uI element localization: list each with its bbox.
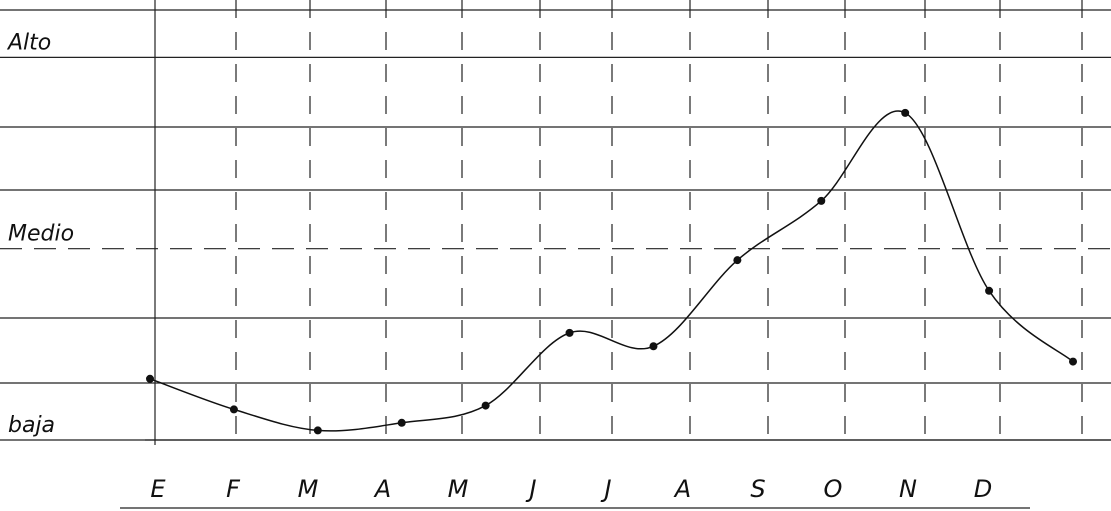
point xyxy=(482,402,490,410)
chart: baja Medio Alto E F M A M J J A S O N D xyxy=(0,0,1111,511)
x-tick-label: A xyxy=(673,475,691,503)
x-tick-label: F xyxy=(226,475,241,503)
point xyxy=(566,329,574,337)
x-tick-label: M xyxy=(448,475,469,503)
x-tick-label: N xyxy=(899,475,917,503)
y-tick-label: baja xyxy=(8,413,55,438)
x-tick-label: E xyxy=(150,475,166,503)
point xyxy=(230,405,238,413)
x-tick-label: D xyxy=(974,475,992,503)
x-tick-label: J xyxy=(525,475,536,503)
y-tick-label: Medio xyxy=(8,222,74,247)
y-tick-label: Alto xyxy=(6,30,51,55)
point xyxy=(733,256,741,264)
x-tick-label: S xyxy=(750,475,765,503)
point xyxy=(314,426,322,434)
point xyxy=(649,342,657,350)
point xyxy=(1069,358,1077,366)
point xyxy=(985,287,993,295)
x-tick-label: O xyxy=(824,475,843,503)
point xyxy=(146,375,154,383)
decor-grid xyxy=(0,0,1111,508)
x-tick-label: J xyxy=(600,475,611,503)
x-tick-label: M xyxy=(298,475,319,503)
point xyxy=(901,109,909,117)
x-tick-label: A xyxy=(373,475,391,503)
point xyxy=(398,419,406,427)
point xyxy=(817,197,825,205)
